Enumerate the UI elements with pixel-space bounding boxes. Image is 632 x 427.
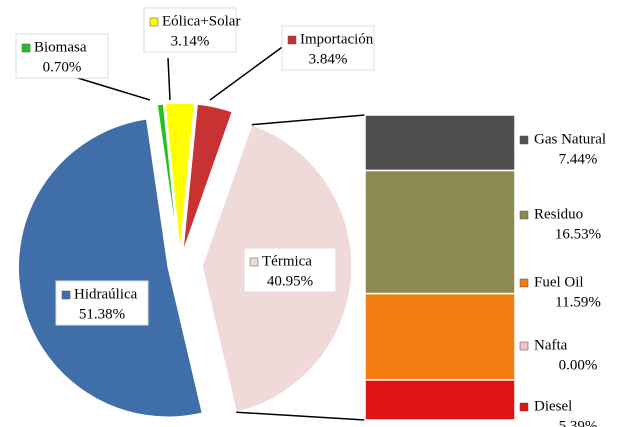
bar-segment [364, 114, 516, 172]
slice-label: Biomasa 0.70% [15, 33, 109, 79]
segment-name: Residuo [534, 206, 583, 222]
label-box [243, 247, 337, 293]
slice-name: Importación [300, 31, 374, 47]
label-box [55, 280, 149, 326]
slice-value: 51.38% [79, 306, 125, 322]
segment-name: Fuel Oil [534, 274, 584, 290]
slice-name: Hidraúlica [74, 286, 138, 302]
pie-slice [181, 103, 234, 254]
label-box [281, 25, 375, 71]
pie-slice [156, 103, 180, 254]
leader-line [167, 57, 171, 101]
connector [236, 411, 366, 421]
pie-slice [164, 102, 196, 254]
legend-marker [61, 290, 71, 300]
segment-value: 7.44% [559, 151, 598, 167]
bar-segment [364, 169, 516, 295]
pie-slice [17, 117, 204, 418]
slice-label: Térmica 40.95% [243, 247, 337, 293]
slice-value: 0.70% [43, 59, 82, 75]
slice-value: 40.95% [267, 273, 313, 289]
segment-name: Nafta [534, 337, 568, 353]
bar-segment [364, 379, 516, 421]
slice-name: Térmica [262, 253, 312, 269]
label-box [15, 33, 109, 79]
slice-name: Biomasa [34, 39, 87, 55]
legend-marker [519, 210, 529, 220]
slice-name: Eólica+Solar [162, 13, 240, 29]
legend-marker [519, 135, 529, 145]
slice-label: Hidraúlica 51.38% [55, 280, 149, 326]
slice-value: 3.14% [171, 33, 210, 49]
connector [251, 114, 366, 126]
slice-label: Eólica+Solar 3.14% [143, 7, 240, 53]
leader-line [209, 44, 286, 101]
legend-marker [249, 257, 259, 267]
slice-label: Importación 3.84% [281, 25, 375, 71]
legend-marker [519, 278, 529, 288]
label-box [143, 7, 237, 53]
slice-value: 3.84% [309, 51, 348, 67]
legend-marker [519, 402, 529, 412]
bar-segment [364, 292, 516, 381]
segment-value: 11.59% [555, 294, 601, 310]
segment-name: Diesel [534, 398, 572, 414]
legend-marker [519, 341, 529, 351]
legend-marker [149, 17, 159, 27]
legend-marker [21, 43, 31, 53]
legend-marker [287, 35, 297, 45]
segment-name: Gas Natural [534, 131, 606, 147]
segment-value: 5.39% [559, 418, 598, 427]
segment-value: 16.53% [555, 226, 601, 242]
segment-value: 0.00% [559, 357, 598, 373]
